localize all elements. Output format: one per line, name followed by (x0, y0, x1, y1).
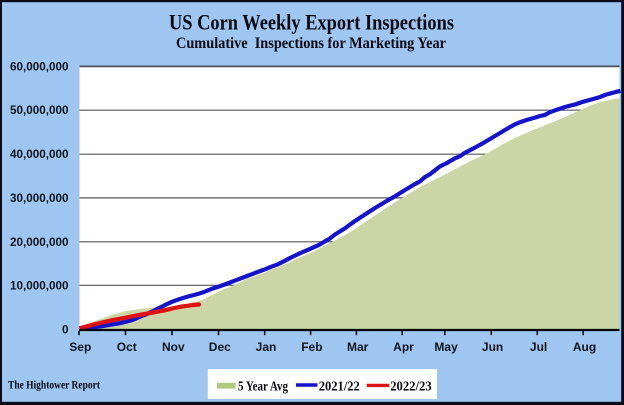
svg-text:Feb: Feb (301, 340, 322, 354)
svg-text:Jan: Jan (256, 340, 277, 354)
svg-text:0: 0 (62, 324, 69, 337)
svg-text:Aug: Aug (573, 340, 596, 354)
svg-text:2022/23: 2022/23 (390, 379, 432, 394)
svg-text:50,000,000: 50,000,000 (10, 104, 69, 117)
svg-text:60,000,000: 60,000,000 (10, 60, 69, 73)
svg-text:May: May (434, 340, 458, 354)
svg-text:Jun: Jun (482, 340, 503, 354)
svg-text:Nov: Nov (162, 340, 185, 354)
svg-text:40,000,000: 40,000,000 (10, 148, 69, 161)
svg-text:Oct: Oct (117, 340, 137, 354)
svg-text:US Corn Weekly Export Inspecti: US Corn Weekly Export Inspections (169, 10, 454, 35)
svg-text:5 Year Avg: 5 Year Avg (238, 379, 288, 394)
svg-text:10,000,000: 10,000,000 (10, 279, 69, 292)
svg-text:2021/22: 2021/22 (319, 379, 360, 394)
svg-text:Dec: Dec (209, 340, 231, 354)
svg-text:Mar: Mar (347, 340, 369, 354)
svg-text:Sep: Sep (69, 340, 91, 354)
svg-text:Cumulative Inspections for Ma: Cumulative Inspections for Marketing Yea… (176, 35, 446, 52)
svg-text:The Hightower Report: The Hightower Report (8, 380, 100, 392)
svg-text:Jul: Jul (530, 340, 547, 354)
svg-text:20,000,000: 20,000,000 (10, 236, 69, 249)
svg-text:30,000,000: 30,000,000 (10, 192, 69, 205)
svg-text:Apr: Apr (393, 340, 414, 354)
